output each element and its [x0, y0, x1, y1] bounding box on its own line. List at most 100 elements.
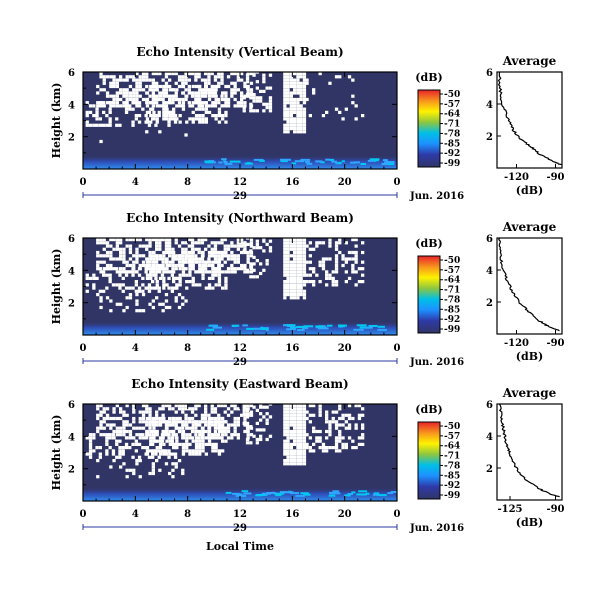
no-echo-cell [289, 94, 293, 98]
no-echo-cell [299, 280, 303, 284]
no-echo-cell [289, 446, 293, 450]
no-echo-cell [262, 76, 266, 80]
no-echo-cell [302, 280, 307, 284]
no-echo-cell [242, 405, 246, 409]
no-echo-cell [283, 110, 287, 114]
no-echo-cell [181, 91, 186, 95]
no-echo-cell [128, 94, 133, 98]
no-echo-cell [194, 423, 199, 427]
no-echo-cell [155, 263, 159, 268]
no-echo-cell [85, 123, 89, 127]
x-tick-label: 8 [184, 509, 191, 520]
no-echo-cell [144, 270, 148, 274]
colorbar-tick-label: -99 [444, 491, 460, 501]
no-echo-cell [190, 104, 195, 108]
no-echo-cell [286, 410, 290, 414]
no-echo-cell [134, 289, 138, 293]
no-echo-cell [155, 238, 159, 242]
no-echo-cell [122, 250, 126, 255]
no-echo-cell [108, 276, 112, 280]
no-echo-cell [98, 267, 102, 271]
no-echo-cell [286, 429, 290, 434]
no-echo-cell [154, 114, 158, 118]
no-echo-cell [109, 244, 113, 248]
no-echo-cell [98, 117, 102, 121]
no-echo-cell [99, 413, 103, 417]
no-echo-cell [221, 254, 225, 258]
no-echo-cell [200, 104, 205, 108]
no-echo-cell [338, 250, 342, 255]
no-echo-cell [230, 410, 234, 414]
no-echo-cell [149, 107, 153, 111]
no-echo-cell [296, 263, 300, 268]
no-echo-cell [293, 433, 297, 437]
no-echo-cell [289, 289, 293, 293]
no-echo-cell [262, 415, 266, 419]
no-echo-cell [158, 94, 163, 98]
no-echo-cell [265, 262, 269, 266]
no-echo-cell [125, 413, 129, 417]
no-echo-cell [302, 127, 307, 131]
no-echo-cell [111, 452, 116, 456]
x-tick-label: 0 [394, 509, 401, 520]
no-echo-cell [351, 238, 355, 242]
no-echo-cell [174, 254, 178, 258]
no-echo-cell [172, 276, 176, 280]
no-echo-cell [108, 117, 112, 121]
no-echo-cell [354, 250, 358, 255]
no-echo-cell [105, 296, 110, 300]
echo-spot [279, 491, 287, 494]
no-echo-cell [236, 72, 240, 76]
no-echo-cell [135, 104, 139, 108]
no-echo-cell [361, 423, 365, 427]
no-echo-cell [213, 104, 218, 108]
no-echo-cell [187, 416, 191, 421]
no-echo-cell [293, 254, 297, 258]
no-echo-cell [181, 250, 186, 255]
no-echo-cell [102, 410, 106, 414]
no-echo-cell [165, 114, 169, 118]
no-echo-cell [207, 94, 212, 98]
echo-spot [377, 494, 387, 497]
no-echo-cell [302, 270, 307, 274]
no-echo-cell [168, 238, 172, 242]
no-echo-cell [141, 72, 146, 76]
no-echo-cell [293, 257, 297, 261]
no-echo-cell [308, 114, 312, 118]
no-echo-cell [249, 81, 254, 85]
echo-spot [305, 161, 310, 163]
no-echo-cell [299, 436, 303, 440]
no-echo-cell [302, 423, 307, 427]
no-echo-cell [172, 416, 176, 421]
no-echo-cell [299, 426, 303, 430]
no-echo-cell [135, 91, 139, 95]
no-echo-cell [155, 446, 159, 450]
no-echo-cell [245, 421, 250, 425]
no-echo-cell [181, 104, 186, 108]
no-echo-cell [338, 449, 342, 453]
no-echo-cell [177, 97, 182, 102]
no-echo-cell [96, 293, 100, 297]
no-echo-cell [96, 84, 100, 89]
no-echo-cell [128, 296, 133, 300]
no-echo-cell [296, 130, 300, 134]
no-echo-cell [236, 423, 240, 427]
no-echo-cell [325, 413, 329, 417]
no-echo-cell [328, 446, 332, 450]
no-echo-cell [134, 449, 138, 453]
no-echo-cell [128, 244, 133, 248]
no-echo-cell [105, 101, 110, 105]
no-echo-cell [341, 442, 345, 446]
no-echo-cell [135, 299, 139, 303]
no-echo-cell [164, 88, 169, 92]
no-echo-cell [147, 283, 152, 287]
no-echo-cell [191, 283, 195, 287]
no-echo-cell [344, 260, 348, 264]
no-echo-cell [221, 104, 225, 108]
no-echo-cell [299, 462, 303, 466]
no-echo-cell [149, 84, 153, 89]
no-echo-cell [164, 101, 169, 105]
no-echo-cell [210, 407, 214, 411]
no-echo-cell [194, 72, 198, 76]
no-echo-cell [321, 241, 326, 245]
